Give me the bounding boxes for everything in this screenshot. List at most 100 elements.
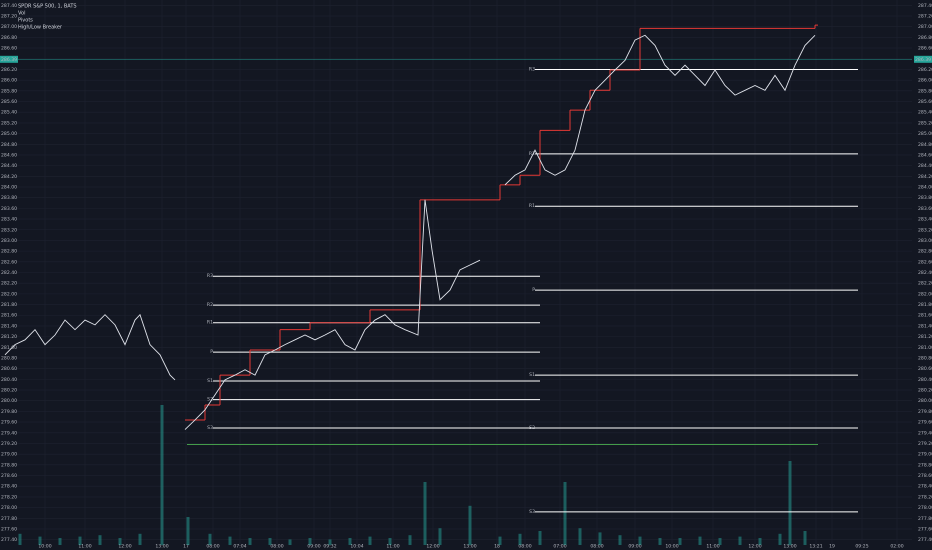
y-tick-label: 283.40 bbox=[918, 217, 932, 223]
x-tick-label: 07:04 bbox=[233, 544, 246, 550]
y-tick-label: 279.80 bbox=[1, 409, 17, 415]
y-tick-label: 284.40 bbox=[1, 163, 17, 169]
y-tick-label: 278.00 bbox=[1, 505, 17, 511]
y-tick-label: 286.20 bbox=[918, 67, 932, 73]
legend: SPDR S&P 500, 1, BATS Vol Pivots High/Lo… bbox=[18, 4, 77, 31]
volume-bar bbox=[598, 532, 602, 545]
x-tick-label: 13:00 bbox=[155, 544, 168, 550]
y-tick-label: 284.60 bbox=[1, 152, 17, 158]
volume-bar bbox=[186, 517, 190, 545]
y-tick-label: 285.80 bbox=[1, 88, 17, 94]
x-tick-label: 08:00 bbox=[518, 544, 531, 550]
y-tick-label: 282.80 bbox=[918, 249, 932, 255]
y-tick-label: 282.40 bbox=[1, 270, 17, 276]
x-tick-label: 13:00 bbox=[783, 544, 796, 550]
volume-bar bbox=[423, 482, 427, 545]
y-tick-label: 280.20 bbox=[1, 388, 17, 394]
y-tick-label: 280.80 bbox=[1, 355, 17, 361]
y-tick-label: 287.00 bbox=[918, 24, 932, 30]
y-tick-label: 284.80 bbox=[1, 142, 17, 148]
y-tick-label: 279.40 bbox=[918, 430, 932, 436]
y-tick-label: 283.80 bbox=[918, 195, 932, 201]
y-tick-label: 283.20 bbox=[1, 227, 17, 233]
y-tick-label: 281.00 bbox=[1, 345, 17, 351]
indicator: Pivots bbox=[18, 18, 33, 24]
y-tick-label: 280.00 bbox=[918, 398, 932, 404]
volume-bar bbox=[248, 538, 252, 545]
last-price-box bbox=[0, 55, 18, 63]
x-tick-label: 10:00 bbox=[665, 544, 678, 550]
y-tick-label: 285.40 bbox=[1, 110, 17, 116]
y-tick-label: 283.60 bbox=[918, 206, 932, 212]
indicator: High/Low Breaker bbox=[18, 25, 63, 31]
y-tick-label: 277.60 bbox=[1, 526, 17, 532]
y-tick-label: 286.00 bbox=[1, 78, 17, 84]
y-tick-label: 280.00 bbox=[1, 398, 17, 404]
volume-bar bbox=[138, 533, 142, 545]
x-tick-label: 10:04 bbox=[350, 544, 363, 550]
y-tick-label: 279.20 bbox=[1, 441, 17, 447]
y-tick-label: 278.80 bbox=[1, 462, 17, 468]
y-tick-label: 278.80 bbox=[918, 462, 932, 468]
volume-bar bbox=[498, 536, 502, 545]
volume-bar bbox=[388, 538, 392, 545]
y-tick-label: 281.80 bbox=[1, 302, 17, 308]
y-tick-label: 279.60 bbox=[918, 420, 932, 426]
y-tick-label: 279.20 bbox=[918, 441, 932, 447]
y-tick-label: 285.60 bbox=[1, 99, 17, 105]
y-tick-label: 279.00 bbox=[918, 452, 932, 458]
volume-bar bbox=[718, 538, 722, 545]
y-tick-label: 282.80 bbox=[1, 249, 17, 255]
y-tick-label: 277.60 bbox=[918, 526, 932, 532]
volume-bar bbox=[98, 535, 102, 545]
pivot-label: P bbox=[532, 287, 535, 293]
y-tick-label: 285.20 bbox=[918, 120, 932, 126]
y-tick-label: 286.80 bbox=[918, 35, 932, 41]
y-tick-label: 279.60 bbox=[1, 420, 17, 426]
y-tick-label: 282.60 bbox=[918, 259, 932, 265]
y-tick-label: 281.20 bbox=[918, 334, 932, 340]
volume-bar bbox=[288, 539, 292, 545]
y-tick-label: 285.00 bbox=[918, 131, 932, 137]
y-tick-label: 278.00 bbox=[918, 505, 932, 511]
x-tick-label: 02:00 bbox=[890, 544, 903, 550]
y-tick-label: 284.00 bbox=[1, 185, 17, 191]
y-tick-label: 283.80 bbox=[1, 195, 17, 201]
chart-title: SPDR S&P 500, 1, BATS bbox=[18, 4, 77, 10]
y-tick-label: 281.40 bbox=[1, 323, 17, 329]
y-tick-label: 279.40 bbox=[1, 430, 17, 436]
y-tick-label: 281.20 bbox=[1, 334, 17, 340]
y-tick-label: 285.40 bbox=[918, 110, 932, 116]
volume-bar bbox=[563, 482, 567, 545]
y-tick-label: 277.40 bbox=[918, 537, 932, 543]
volume-bar bbox=[698, 536, 702, 545]
x-tick-label: 13:00 bbox=[463, 544, 476, 550]
y-tick-label: 287.40 bbox=[1, 3, 17, 9]
volume-bar bbox=[618, 535, 622, 545]
pivot-label: S3 bbox=[529, 509, 535, 515]
x-tick-label: 17 bbox=[183, 544, 189, 550]
y-tick-label: 280.40 bbox=[1, 377, 17, 383]
y-tick-label: 283.40 bbox=[1, 217, 17, 223]
x-tick-label: 08:00 bbox=[206, 544, 219, 550]
y-tick-label: 280.60 bbox=[918, 366, 932, 372]
y-tick-label: 286.20 bbox=[1, 67, 17, 73]
y-tick-label: 277.80 bbox=[1, 516, 17, 522]
y-tick-label: 282.00 bbox=[918, 291, 932, 297]
grid bbox=[16, 0, 912, 545]
y-tick-label: 280.20 bbox=[918, 388, 932, 394]
x-tick-label: 19 bbox=[829, 544, 835, 550]
volume-bar bbox=[160, 405, 164, 545]
volume-bar bbox=[468, 505, 472, 545]
x-tick-label: 08:00 bbox=[270, 544, 283, 550]
y-tick-label: 284.60 bbox=[918, 152, 932, 158]
volume-bar bbox=[678, 538, 682, 545]
x-tick-label: 09:25 bbox=[855, 544, 868, 550]
price-line bbox=[504, 34, 816, 186]
volume-bar bbox=[268, 538, 272, 545]
x-tick-label: 07:00 bbox=[553, 544, 566, 550]
pivot-label: S1 bbox=[529, 372, 535, 378]
y-tick-label: 282.20 bbox=[918, 281, 932, 287]
x-tick-label: 11:00 bbox=[706, 544, 719, 550]
